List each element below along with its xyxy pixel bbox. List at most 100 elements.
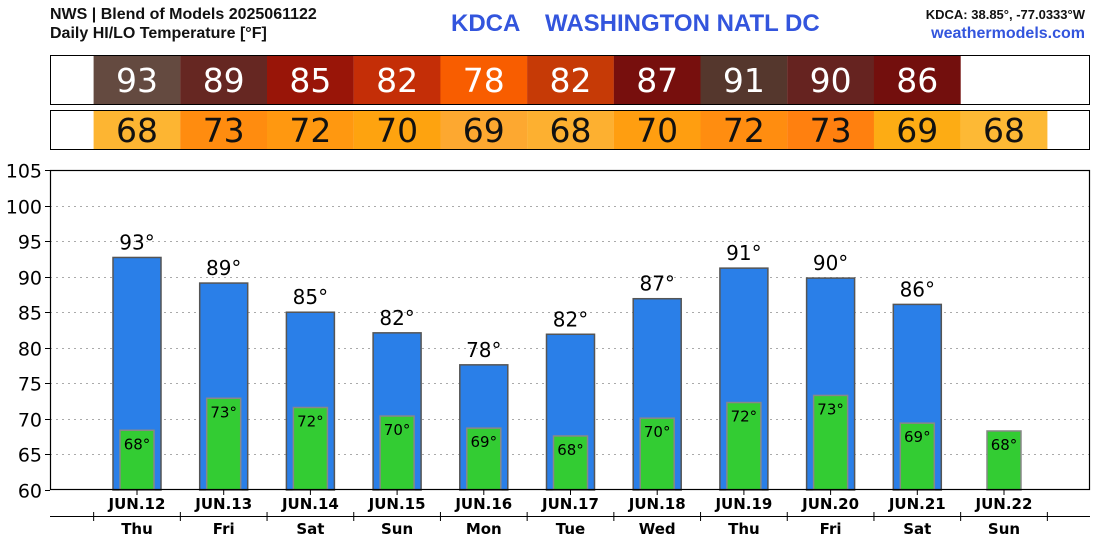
station-name: WASHINGTON NATL DC [545,10,820,37]
x-tick-label: JUN.20 [801,495,859,513]
hi-bar-label: 82° [379,306,414,330]
x-tick-label: JUN.15 [368,495,426,513]
hi-strip-cell [613,56,701,104]
hi-strip-cell [353,56,441,104]
x-tick-label: JUN.17 [541,495,599,513]
weekday-label: Sat [903,520,931,538]
x-tick-label: JUN.16 [454,495,512,513]
y-tick-label: 85 [18,303,42,325]
website-link[interactable]: weathermodels.com [931,25,1085,42]
y-tick-label: 70 [18,410,42,432]
hi-bar-label: 91° [726,241,761,265]
hi-strip-cell [700,56,788,104]
lo-bar [205,397,242,491]
lo-strip-value: 69 [896,111,938,150]
weekday-label: Tue [556,520,585,538]
hi-bar-label: 89° [206,256,241,280]
lo-bar [552,435,589,491]
y-tick-label: 75 [18,374,42,396]
hi-strip-cell [93,56,181,104]
lo-bar-label: 70° [644,423,671,441]
weekday-label: Fri [820,520,842,538]
x-tick-label: JUN.18 [628,495,686,513]
lo-strip-value: 70 [376,111,418,150]
lo-bar-label: 68° [991,436,1018,454]
hi-strip-value: 87 [636,61,678,100]
lo-strip-cell [613,111,701,149]
hi-bar-label: 82° [553,307,588,331]
lo-bar [986,430,1022,491]
lo-bar [639,417,675,491]
lo-bar-label: 73° [210,403,237,421]
x-tick-label: JUN.13 [194,495,252,513]
hi-strip-cell [527,56,614,104]
weekday-label: Thu [728,520,760,538]
y-tick-label: 100 [6,197,42,219]
hi-strip-cell [267,56,354,104]
x-tick-label: JUN.12 [108,495,166,513]
weekday-label: Wed [639,520,676,538]
y-tick-label: 105 [6,161,42,183]
lo-strip-cell [700,111,788,149]
hi-bar-label: 93° [119,230,154,254]
x-tick-label: JUN.14 [281,495,339,513]
lo-bar-label: 72° [297,413,324,431]
lo-strip-value: 69 [463,111,505,150]
lo-strip-cell [787,111,874,149]
plot-border [49,169,1091,491]
lo-strip-value: 72 [289,111,331,150]
lo-strip-cell [527,111,614,149]
lo-strip-value: 73 [810,111,852,150]
hi-strip-cell [873,56,961,104]
lo-strip-value: 72 [723,111,765,150]
y-tick-label: 90 [18,268,42,290]
y-tick-label: 60 [18,481,42,503]
hi-strip-value: 78 [463,61,505,100]
lo-bar-label: 68° [124,435,151,453]
station-id: KDCA [451,10,521,37]
hi-strip-value: 86 [896,61,938,100]
lo-strip-cell [93,111,181,149]
hi-strip-cell [787,56,874,104]
lo-bar-label: 69° [471,433,498,451]
lo-bar-label: 72° [731,408,758,426]
x-tick-label: JUN.21 [888,495,946,513]
hi-bar-label: 78° [466,338,501,362]
lo-bar-label: 70° [384,421,411,439]
hi-bar-label: 87° [639,272,674,296]
lo-strip-value: 68 [550,111,592,150]
lo-bar [812,394,849,491]
weekday-label: Mon [466,520,502,538]
lo-strip-cell [353,111,441,149]
lo-bar [899,422,936,491]
lo-bar-label: 68° [557,441,584,459]
hi-bar-label: 86° [900,277,935,301]
lo-bar [119,429,155,491]
hi-bar-label: 90° [813,251,848,275]
hi-strip-cell [440,56,528,104]
lo-strip-cell [180,111,268,149]
lo-strip-value: 68 [983,111,1025,150]
lo-strip-cell [267,111,354,149]
x-tick-label: JUN.22 [975,495,1033,513]
product-line: Daily HI/LO Temperature [°F] [50,25,267,42]
lo-strip-value: 68 [116,111,158,150]
source-line: NWS | Blend of Models 2025061122 [50,6,317,23]
weekday-label: Sat [296,520,324,538]
lo-bar [379,415,415,491]
lo-bar-label: 69° [904,428,931,446]
hi-strip-value: 91 [723,61,765,100]
hi-strip-value: 85 [289,61,331,100]
lo-strip-cell [873,111,961,149]
y-tick-label: 80 [18,339,42,361]
hi-strip-value: 90 [810,61,852,100]
lo-bar-label: 73° [817,400,844,418]
weekday-label: Fri [213,520,235,538]
hi-strip-value: 82 [376,61,418,100]
hi-strip-value: 93 [116,61,158,100]
hi-bar-label: 85° [293,285,328,309]
weekday-label: Sun [988,520,1020,538]
lo-strip-value: 73 [203,111,245,150]
lo-strip-cell [440,111,528,149]
